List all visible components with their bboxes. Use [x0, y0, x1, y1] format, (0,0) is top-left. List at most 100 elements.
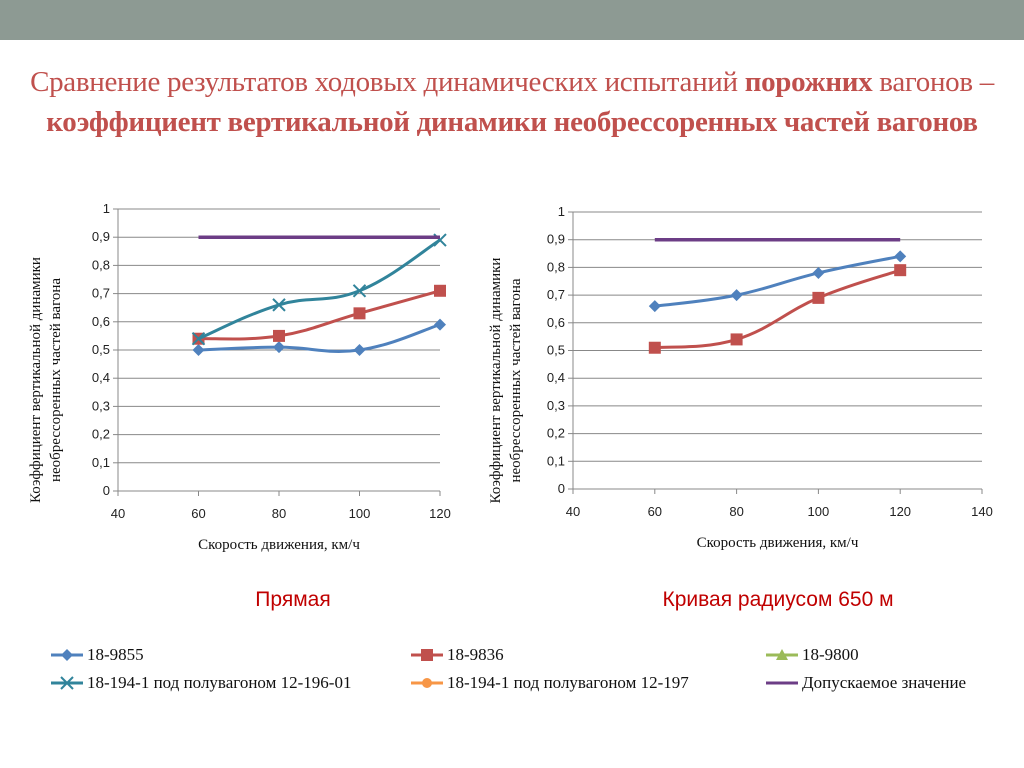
y-tick-label: 0,8: [92, 257, 110, 272]
caption-curve: Кривая радиусом 650 м: [662, 588, 894, 611]
series-18-9855-line: [198, 323, 441, 353]
x-stroke: [433, 233, 447, 247]
series-18-194-1-под-полувагоном-12-196-01-point: [191, 332, 206, 346]
x-stroke: [60, 676, 74, 690]
chart-curve: 0 0,1 0,2 0,3 0,4 0,5 0,6 0,7 0,8 0,9 1 40 60 80 100 12…: [480, 195, 1020, 560]
title-part-2: вагонов –: [872, 66, 994, 98]
legend-swatch: [411, 678, 443, 688]
y-tick-label: 0,6: [547, 315, 565, 330]
x-axis-title: Скорость движения, км/ч: [198, 537, 360, 553]
series-18-194-1-под-полувагоном-12-196-01-point: [272, 298, 286, 312]
series-18-9855-point: [812, 266, 825, 279]
x-tick-label: 100: [349, 506, 371, 521]
y-tick-label: 0,1: [92, 455, 110, 470]
title-part-1: Сравнение результатов ходовых динамическ…: [30, 66, 745, 98]
y-axis-title-line2: необрессоренных частей вагона: [48, 278, 64, 482]
legend-item: 18-194-1 под полувагоном 12-196-01: [50, 673, 351, 693]
x-tick-label: 60: [191, 506, 205, 521]
legend-label: 18-9855: [87, 645, 144, 664]
legend-item: 18-194-1 под полувагоном 12-197: [410, 673, 689, 693]
series-18-9855-line: [654, 254, 901, 308]
legend-swatch: [766, 649, 798, 660]
legend: 18-9855 18-9836 18-9800 18-194-1 под полува…: [50, 645, 1010, 705]
legend-swatch: [51, 649, 83, 661]
series-18-9836-point: [648, 341, 661, 354]
y-axis-title-line1: Коэффициент вертикальной динамики: [28, 257, 44, 503]
title-bold-2: коэффициент вертикальной динамики необре…: [46, 106, 978, 138]
legend-label: 18-194-1 под полувагоном 12-196-01: [87, 673, 352, 692]
series-18-9855-point: [648, 300, 661, 313]
y-tick-label: 0,9: [92, 229, 110, 244]
top-bar: [0, 0, 1024, 40]
legend-item: 18-9855: [50, 645, 144, 665]
x-axis-title: Скорость движения, км/ч: [697, 535, 859, 551]
legend-swatch: [51, 676, 83, 690]
y-tick-label: 0,3: [547, 398, 565, 413]
slide-title: Сравнение результатов ходовых динамическ…: [20, 62, 1004, 142]
y-tick-label: 0: [558, 481, 565, 496]
series-18-194-1-под-полувагоном-12-196-01-point: [352, 284, 367, 298]
x-tick-label: 40: [111, 506, 125, 521]
x-tick-label: 80: [272, 506, 286, 521]
legend-label: Допускаемое значение: [802, 673, 967, 692]
x-tick-label: 40: [566, 504, 580, 519]
y-tick-label: 0: [103, 483, 110, 498]
y-tick-label: 0,6: [92, 314, 110, 329]
legend-item: 18-9800: [765, 645, 859, 665]
series-18-9836-point: [894, 264, 907, 277]
legend-item: Допускаемое значение: [765, 673, 966, 693]
series-18-9836-line: [198, 289, 441, 341]
x-stroke: [272, 298, 286, 312]
series-18-9836-point: [273, 329, 285, 342]
series-18-194-1-под-полувагоном-12-196-01-line: [197, 238, 441, 341]
y-tick-label: 0,3: [92, 398, 110, 413]
y-tick-label: 0,2: [547, 426, 565, 441]
x-stroke: [352, 284, 367, 298]
y-tick-label: 0,7: [547, 287, 565, 302]
y-tick-label: 1: [103, 201, 110, 216]
legend-swatch: [766, 681, 798, 685]
series-18-9855-point: [273, 341, 285, 354]
x-tick-label: 100: [808, 504, 830, 519]
series-18-9855-point: [434, 318, 446, 331]
chart-straight-svg: 0 0,1 0,2 0,3 0,4 0,5 0,6 0,7 0,8 0,9 1 40 60 80 100 12…: [28, 201, 451, 553]
y-tick-label: 0,2: [92, 427, 110, 442]
x-tick-label: 120: [889, 504, 911, 519]
y-tick-label: 0,4: [92, 370, 110, 385]
chart-straight: 0 0,1 0,2 0,3 0,4 0,5 0,6 0,7 0,8 0,9 1 40 60 80 100 12…: [0, 195, 500, 560]
x-tick-label: 80: [729, 504, 743, 519]
legend-swatch-marker: [421, 649, 433, 661]
y-tick-label: 0,5: [547, 343, 565, 358]
series-18-9836-point: [434, 284, 446, 297]
x-stroke: [191, 332, 206, 346]
y-tick-label: 0,9: [547, 232, 565, 247]
y-tick-label: 0,5: [92, 342, 110, 357]
legend-label: 18-194-1 под полувагоном 12-197: [447, 673, 689, 692]
y-tick-label: 0,7: [92, 286, 110, 301]
y-axis-title-line1: Коэффициент вертикальной динамики: [488, 258, 504, 504]
legend-swatch: [411, 649, 443, 661]
series-18-9836-point: [353, 307, 366, 320]
legend-swatch-marker: [60, 676, 74, 690]
series-18-9836-point: [812, 291, 825, 304]
legend-label: 18-9836: [447, 645, 504, 664]
y-tick-label: 1: [558, 204, 565, 219]
series-18-9855-point: [730, 289, 743, 302]
legend-swatch-marker: [422, 678, 432, 688]
y-tick-label: 0,8: [547, 259, 565, 274]
legend-label: 18-9800: [802, 645, 859, 664]
series-18-9855-point: [894, 250, 907, 263]
title-bold-1: порожних: [744, 66, 873, 98]
x-tick-label: 120: [429, 506, 451, 521]
caption-straight: Прямая: [255, 588, 331, 611]
x-tick-label: 140: [971, 504, 993, 519]
y-tick-label: 0,4: [547, 370, 565, 385]
y-tick-label: 0,1: [547, 453, 565, 468]
x-tick-label: 60: [648, 504, 662, 519]
series-18-9855-point: [353, 344, 366, 356]
series-18-9836-line: [654, 268, 901, 350]
legend-item: 18-9836: [410, 645, 504, 665]
series-18-9855-point: [192, 344, 205, 356]
legend-swatch-marker: [776, 649, 788, 660]
